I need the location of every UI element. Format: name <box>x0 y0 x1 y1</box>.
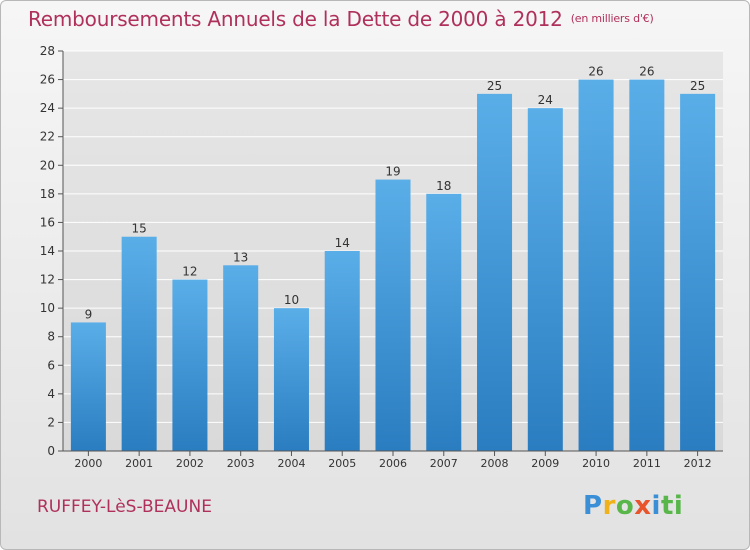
bar <box>273 308 309 451</box>
logo-letter: P <box>583 491 603 521</box>
data-label: 25 <box>690 79 705 93</box>
bar <box>375 179 411 452</box>
bar <box>578 79 614 452</box>
bars <box>70 79 716 452</box>
logo-letter: i <box>673 491 684 521</box>
data-label: 9 <box>85 307 93 321</box>
y-tick-label: 18 <box>40 187 55 201</box>
logo-letter: r <box>602 491 616 521</box>
data-label: 25 <box>487 79 502 93</box>
data-label: 24 <box>538 93 553 107</box>
data-label: 12 <box>182 265 197 279</box>
y-tick-label: 14 <box>40 244 55 258</box>
y-tick-label: 10 <box>40 301 55 315</box>
logo-letter: o <box>615 491 635 521</box>
bar <box>477 93 513 451</box>
x-tick-label: 2001 <box>125 457 153 470</box>
data-label: 13 <box>233 250 248 264</box>
bar <box>121 236 157 451</box>
bar <box>223 265 259 451</box>
y-tick-label: 6 <box>47 358 55 372</box>
town-name: RUFFEY-LèS-BEAUNE <box>37 497 212 517</box>
data-label: 26 <box>639 65 654 79</box>
x-tick-label: 2010 <box>582 457 610 470</box>
x-axis: 2000 2001 2002 2003 2004 2005 2006 2007 2008 2009… <box>63 450 723 470</box>
proxiti-logo: Proxiti <box>583 491 683 521</box>
data-label: 10 <box>284 293 299 307</box>
y-tick-label: 26 <box>40 73 55 87</box>
bar <box>426 193 462 451</box>
y-tick-label: 4 <box>47 387 55 401</box>
data-label: 19 <box>385 165 400 179</box>
data-label: 18 <box>436 179 451 193</box>
bar <box>527 108 563 452</box>
y-tick-label: 20 <box>40 158 55 172</box>
chart-subtitle: (en milliers d'€) <box>570 12 654 25</box>
data-label: 26 <box>588 65 603 79</box>
chart-title-text: Remboursements Annuels de la Dette de 20… <box>28 7 563 31</box>
bar <box>70 322 106 451</box>
logo-letter: x <box>634 491 652 521</box>
y-tick-label: 2 <box>47 415 55 429</box>
data-labels: 9 15 12 13 10 14 19 18 25 24 26 26 25 <box>85 65 706 322</box>
bar <box>629 79 665 452</box>
x-tick-label: 2008 <box>481 457 509 470</box>
chart-title: Remboursements Annuels de la Dette de 20… <box>28 7 654 31</box>
y-tick-label: 24 <box>40 101 55 115</box>
y-tick-label: 8 <box>47 330 55 344</box>
x-tick-label: 2007 <box>430 457 458 470</box>
x-tick-label: 2005 <box>328 457 356 470</box>
bar <box>324 251 360 451</box>
logo-letter: i <box>651 491 661 521</box>
x-tick-label: 2000 <box>74 457 102 470</box>
data-label: 14 <box>335 236 350 250</box>
x-tick-label: 2012 <box>684 457 712 470</box>
bar <box>680 93 716 451</box>
y-tick-label: 0 <box>47 444 55 458</box>
y-tick-label: 16 <box>40 215 55 229</box>
x-tick-label: 2004 <box>277 457 305 470</box>
bar <box>172 279 208 451</box>
y-tick-label: 28 <box>40 44 55 58</box>
data-label: 15 <box>132 222 147 236</box>
x-tick-label: 2003 <box>227 457 255 470</box>
logo-letter: t <box>660 491 674 521</box>
x-tick-label: 2011 <box>633 457 661 470</box>
x-tick-label: 2009 <box>531 457 559 470</box>
x-tick-label: 2006 <box>379 457 407 470</box>
y-tick-label: 22 <box>40 130 55 144</box>
y-tick-label: 12 <box>40 273 55 287</box>
x-tick-label: 2002 <box>176 457 204 470</box>
